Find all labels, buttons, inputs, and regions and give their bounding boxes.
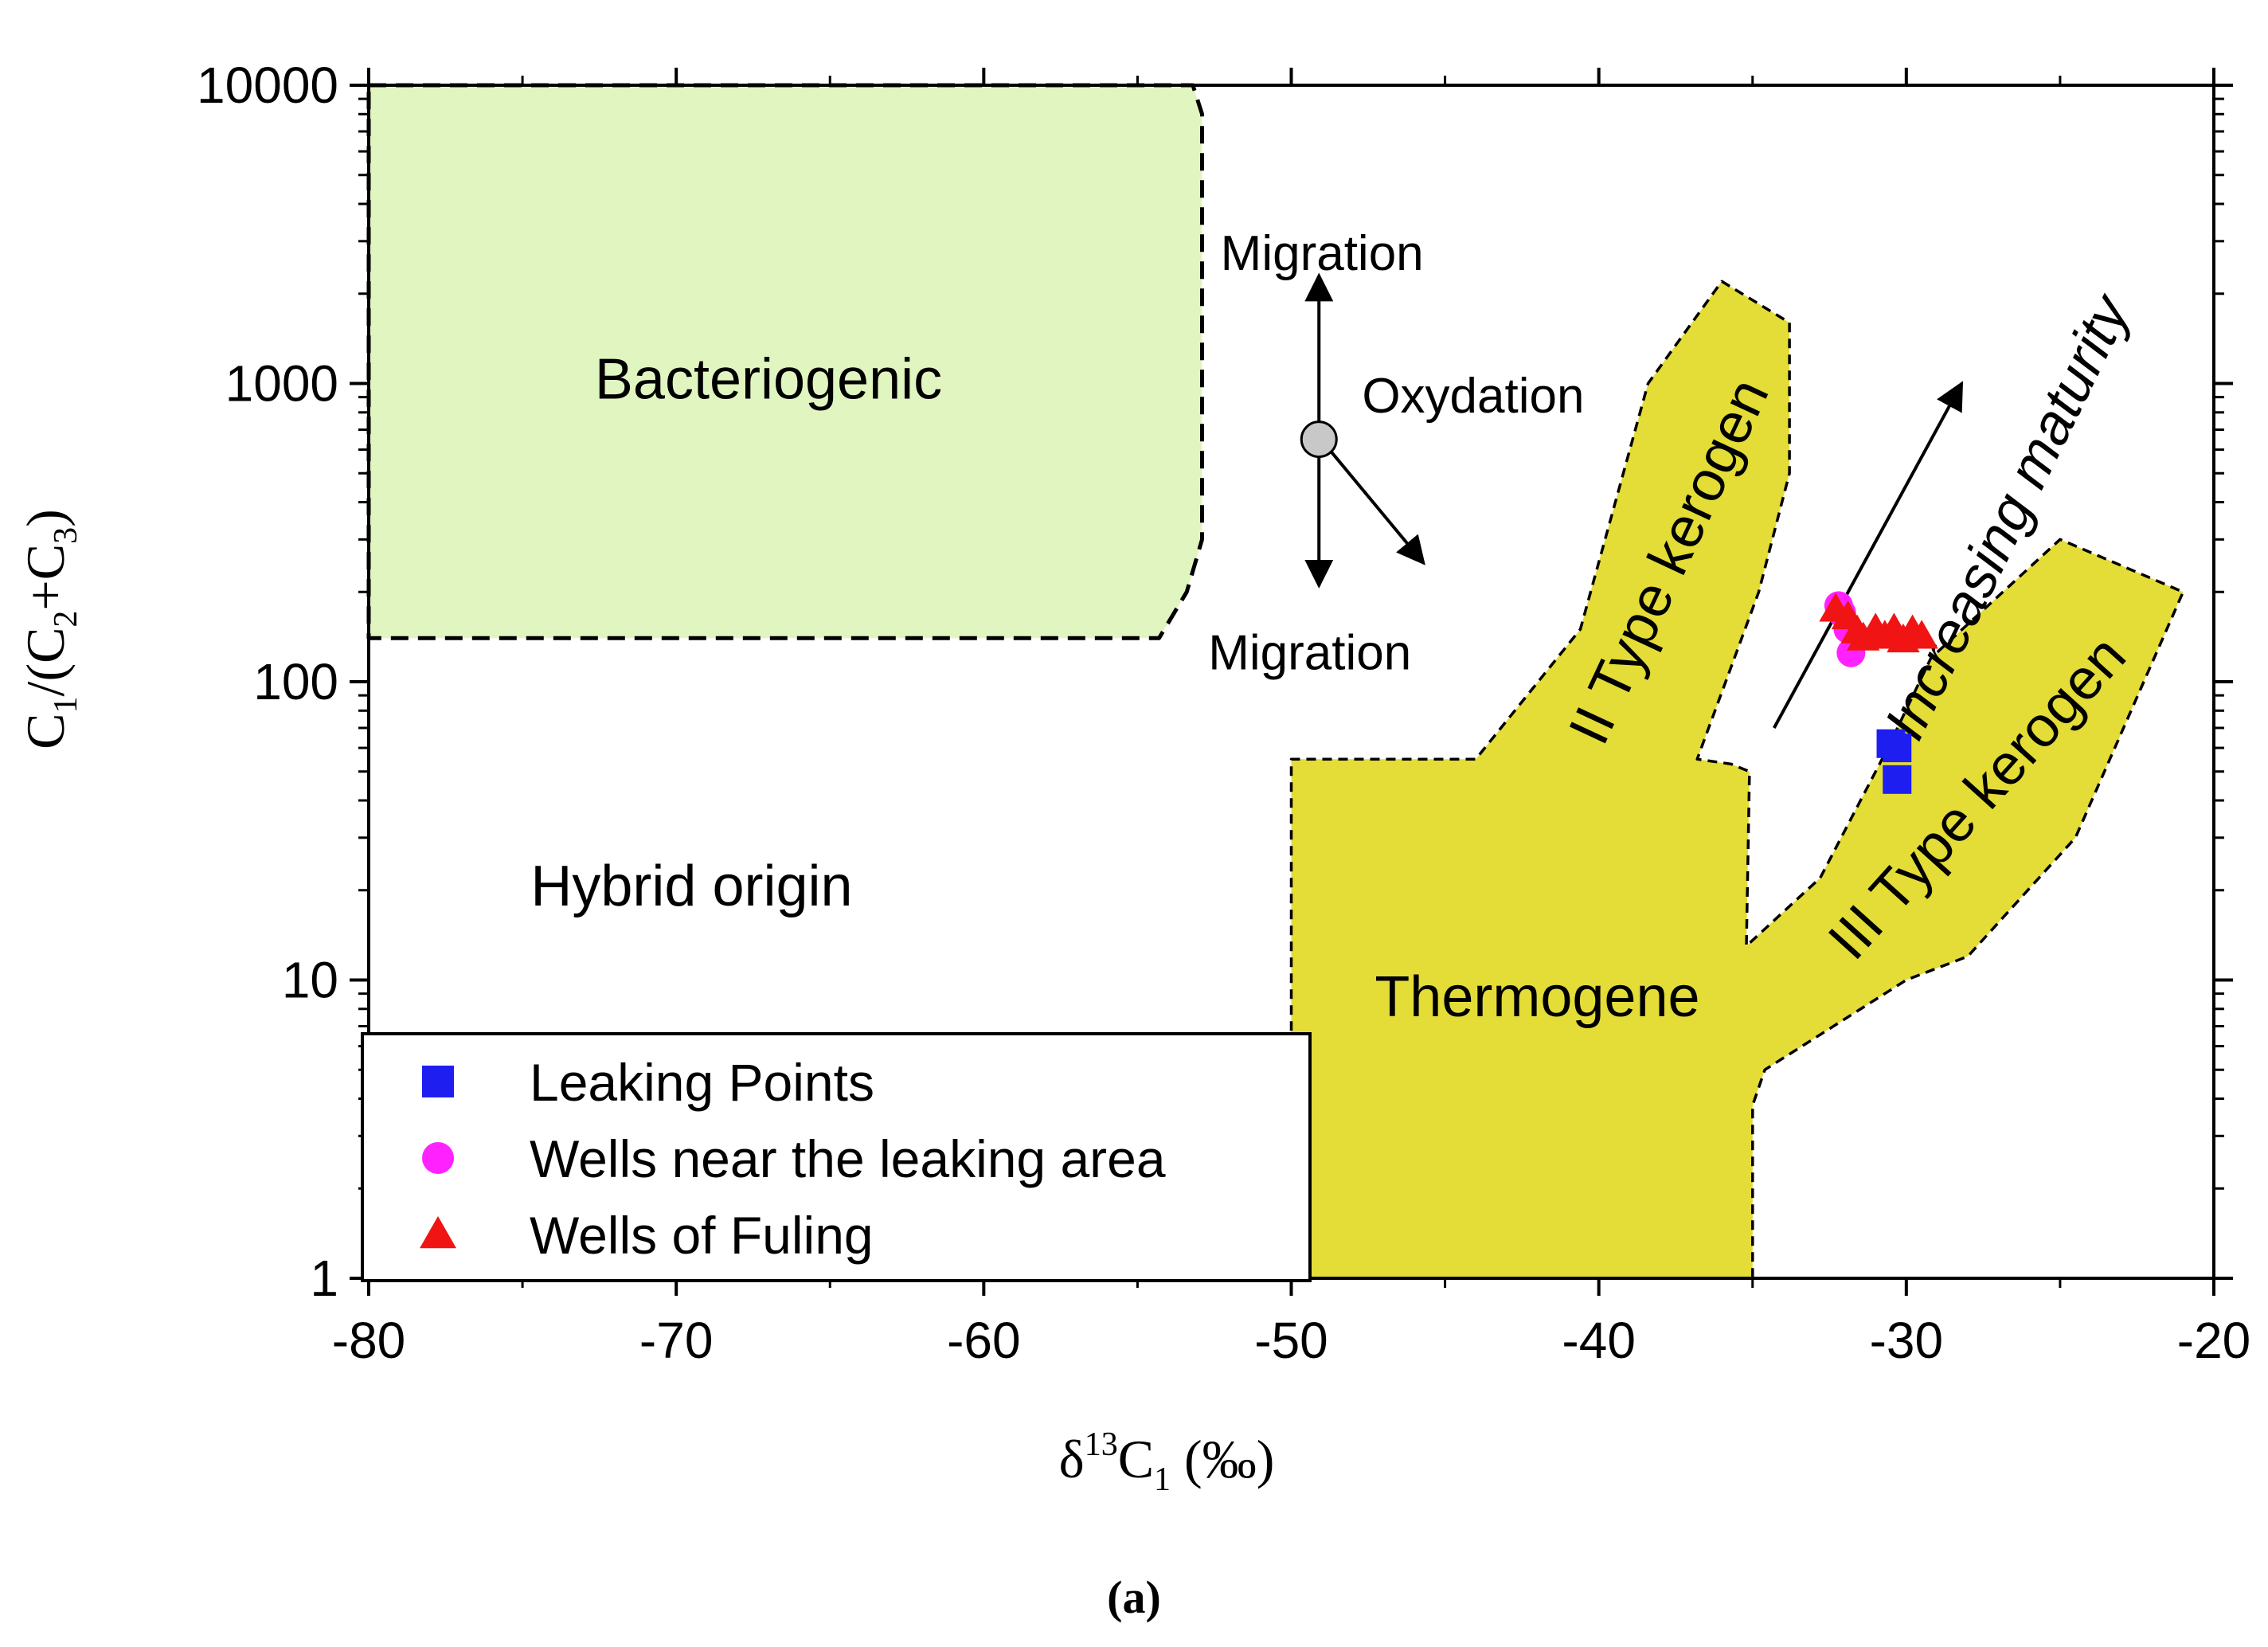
oxydation-label: Oxydation	[1362, 369, 1584, 424]
legend-marker-leaking-points	[422, 1066, 454, 1097]
x-tick-label: -20	[2177, 1312, 2251, 1369]
x-tick-label: -40	[1562, 1312, 1636, 1369]
region-label-thermogene: Thermogene	[1374, 965, 1699, 1029]
y-tick-label: 1	[310, 1250, 338, 1307]
x-tick-label: -60	[947, 1312, 1021, 1369]
y-tick-label: 1000	[225, 355, 338, 413]
y-tick-label: 100	[253, 653, 338, 710]
label-hybrid-origin: Hybrid origin	[530, 855, 852, 918]
migration-annotation: Migration Migration Oxydation	[1208, 226, 1584, 680]
migration-down-label: Migration	[1208, 625, 1411, 680]
x-tick-label: -80	[332, 1312, 406, 1369]
x-axis-title: δ13C1 (‰)	[1059, 1426, 1275, 1498]
figure-caption: (a)	[1107, 1571, 1161, 1623]
legend-label-leaking-points: Leaking Points	[530, 1053, 874, 1112]
plot-frame: -80 -70 -60 -50 -40 -30 -20 1 10 100 1000 10000	[197, 57, 2250, 1369]
legend-label-wells-near-the-leaking-area: Wells near the leaking area	[530, 1129, 1166, 1188]
x-tick-label: -30	[1870, 1312, 1944, 1369]
regions-layer	[366, 83, 2185, 1280]
y-tick-label: 10	[282, 952, 338, 1009]
data-points-layer	[1819, 591, 1938, 794]
maturity-arrow	[1773, 381, 1964, 729]
oxydation-arrow	[1328, 449, 1425, 565]
point-leaking-points	[1883, 734, 1912, 763]
x-tick-label: -70	[639, 1312, 714, 1369]
point-wells-of-fuling	[1905, 620, 1938, 649]
point-leaking-points	[1883, 765, 1912, 794]
legend-box	[361, 1032, 1312, 1282]
legend-marker-wells-of-fuling	[420, 1216, 456, 1249]
region-label-bacteriogenic: Bacteriogenic	[595, 348, 942, 412]
region-thermogene	[1289, 280, 2185, 1280]
region-bacteriogenic	[366, 83, 1204, 640]
legend-marker-wells-near-the-leaking-area	[422, 1142, 454, 1174]
origin-point-icon	[1300, 421, 1338, 459]
legend-label-wells-of-fuling: Wells of Fuling	[530, 1206, 874, 1265]
y-tick-label: 10000	[197, 57, 338, 114]
legend: Leaking Points Wells near the leaking are…	[361, 1032, 1312, 1282]
x-tick-label: -50	[1254, 1312, 1328, 1369]
migration-up-label: Migration	[1221, 226, 1424, 281]
y-axis-title: C1/(C2+C3)	[15, 509, 84, 749]
